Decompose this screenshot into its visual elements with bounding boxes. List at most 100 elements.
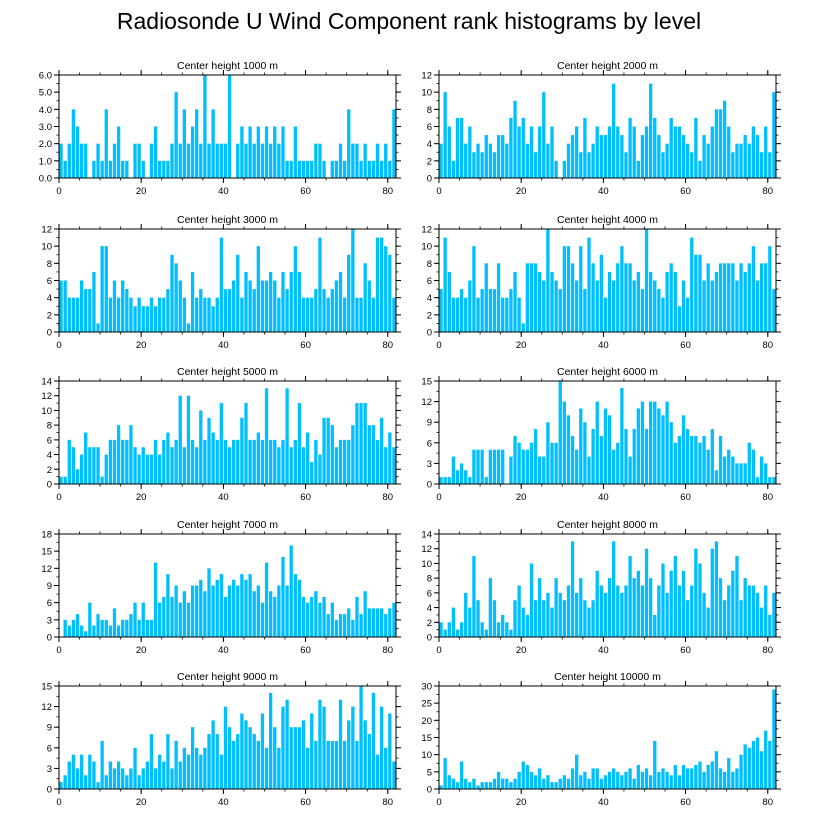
histogram-bar [355,596,359,637]
x-tick-label: 60 [300,186,311,197]
histogram-bar [681,135,686,178]
histogram-bar [199,410,203,484]
histogram-bar [137,775,141,789]
y-tick-label: 12 [41,225,52,236]
histogram-bar [443,477,447,484]
histogram-bar [318,237,322,332]
histogram-bar [96,323,100,332]
histogram-bar [575,280,579,332]
histogram-bar [129,425,133,484]
x-tick-label: 20 [136,797,147,808]
histogram-bar [190,439,195,484]
histogram-bar [612,541,616,637]
y-tick-label: 9 [47,581,52,592]
histogram-bar [153,126,158,178]
histogram-bar [305,160,310,178]
histogram-bar [301,297,306,332]
histogram-bar [359,614,363,637]
histogram-bar [772,92,776,178]
histogram-bar [371,297,376,332]
y-tick-label: 20 [421,716,432,727]
y-tick-label: 2 [47,465,52,476]
histogram-bar [186,323,191,332]
histogram-bar [277,585,281,637]
histogram-bar [480,289,484,332]
histogram-bar [379,417,384,484]
histogram-bar [653,117,657,178]
histogram-bar [677,126,682,178]
histogram-bar [248,280,252,332]
histogram-bar [690,585,694,637]
histogram-bar [755,592,760,637]
histogram-bar [121,768,125,789]
histogram-bar [694,435,698,484]
histogram-bar [375,143,380,178]
histogram-bar [673,442,677,484]
histogram-bar [739,463,743,484]
histogram-bar [256,126,260,178]
histogram-bar [84,432,88,484]
histogram-bar [363,720,367,789]
histogram-bar [640,401,645,484]
histogram-bar [566,246,571,332]
histogram-bar [459,622,464,637]
histogram-bar [722,771,727,789]
y-tick-label: 6 [427,276,432,287]
histogram-bar [632,126,636,178]
histogram-bar [653,740,657,789]
histogram-bar [644,126,649,178]
histogram-bar [751,449,756,484]
histogram-bar [207,734,211,789]
histogram-bar [542,456,546,484]
histogram-bar [392,602,396,637]
histogram-bar [133,143,137,178]
histogram-bar [455,297,460,332]
histogram-bar [67,439,71,484]
histogram-bar [112,768,117,789]
histogram-bar [301,447,306,484]
histogram-bar [347,720,351,789]
histogram-bar [517,297,521,332]
histogram-bar [297,271,302,332]
histogram-panel: Center height 1000 m 0.0 1.0 2.0 3.0 4.0 5.0 6.… [39,60,401,197]
y-tick-label: 5.0 [39,88,52,99]
histogram-bar [484,629,488,637]
histogram-bar [240,297,244,332]
panel-title: Center height 7000 m [177,519,278,531]
y-tick-label: 9 [427,418,432,429]
histogram-bar [190,585,195,637]
y-tick-label: 4 [47,450,52,461]
histogram-bar [755,135,760,178]
histogram-bar [96,782,100,789]
x-tick-label: 80 [762,186,773,197]
histogram-bar [293,727,297,789]
x-tick-label: 20 [136,492,147,503]
histogram-bar [125,775,129,789]
histogram-bar [603,135,608,178]
histogram-bar [289,727,293,789]
histogram-bar [439,477,443,484]
y-tick-label: 3 [47,615,52,626]
histogram-bar [322,160,326,178]
histogram-bar [759,456,764,484]
histogram-bar [367,280,371,332]
histogram-bar [620,775,624,789]
histogram-bar [464,143,468,178]
histogram-bar [476,297,480,332]
x-tick-label: 40 [598,340,609,351]
histogram-bar [599,135,603,178]
histogram-bar [355,297,359,332]
histogram-bar [359,160,363,178]
x-tick-label: 60 [680,340,691,351]
histogram-bar [375,237,380,332]
histogram-bar [751,585,756,637]
histogram-bar [252,143,256,178]
histogram-bar [439,289,443,332]
histogram-bar [75,768,80,789]
histogram-bar [133,447,137,484]
histogram-bar [690,435,694,484]
histogram-bar [182,297,187,332]
histogram-bar [322,289,326,332]
histogram-bar [314,591,318,637]
histogram-bar [67,625,71,637]
